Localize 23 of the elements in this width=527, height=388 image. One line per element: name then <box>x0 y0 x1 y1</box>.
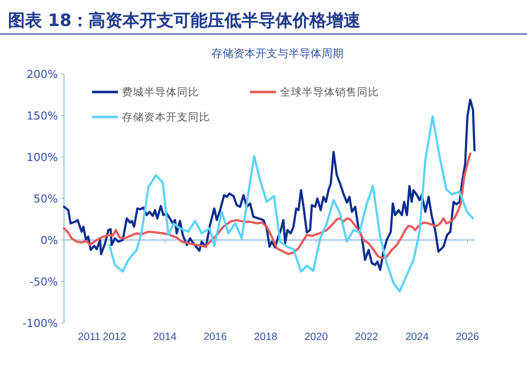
legend-label: 全球半导体销售同比 <box>280 86 379 99</box>
chart-subtitle: 存储资本开支与半导体周期 <box>212 47 344 60</box>
y-tick-label: 100% <box>26 150 58 164</box>
line-series <box>62 152 472 260</box>
line-series <box>62 98 476 271</box>
y-tick-label: 0% <box>40 234 58 247</box>
x-tick-label: 2016 <box>204 331 228 343</box>
x-tick-label: 2012 <box>102 331 126 343</box>
x-tick-label: 2011 <box>78 331 101 343</box>
x-tick-label: 2022 <box>354 331 378 343</box>
y-tick-label: -50% <box>30 275 58 288</box>
x-tick-label: 2020 <box>304 331 328 343</box>
y-tick-label: -100% <box>22 316 58 330</box>
chart-title: 图表 18：高资本开支可能压低半导体价格增速 <box>8 11 361 31</box>
y-tick-label: 150% <box>26 109 58 122</box>
x-tick-label: 2014 <box>153 331 177 343</box>
x-tick-label: 2018 <box>254 331 278 343</box>
y-tick-label: 200% <box>26 68 58 81</box>
x-tick-label: 2026 <box>456 331 480 343</box>
y-tick-label: 50% <box>34 192 58 206</box>
legend-label: 存储资本开支同比 <box>122 110 210 124</box>
x-tick-label: 2024 <box>405 331 429 343</box>
legend-label: 费城半导体同比 <box>122 86 199 99</box>
